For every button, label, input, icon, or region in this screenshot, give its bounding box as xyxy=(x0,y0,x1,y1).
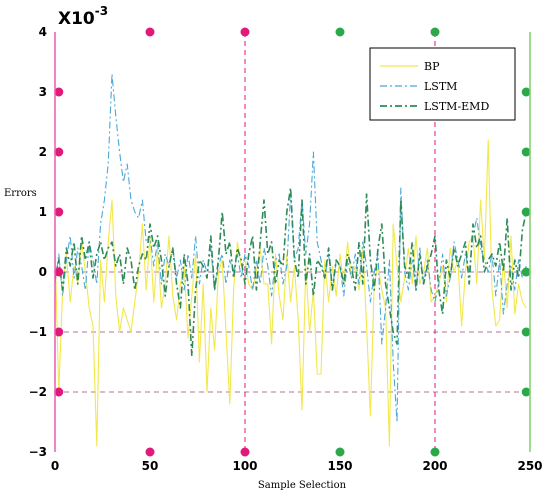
axis-exponent: X10-3 xyxy=(58,4,108,29)
plot-frame xyxy=(54,31,531,453)
y-tick-label: −1 xyxy=(29,325,47,339)
axis-marker-dot xyxy=(521,327,531,337)
x-tick-label: 100 xyxy=(232,459,257,473)
y-tick-label: 4 xyxy=(39,25,47,39)
tick-labels: 0 50 100 150 200 250 −3 −2 −1 0 1 2 3 4 xyxy=(29,25,543,473)
legend-entry-label: LSTM xyxy=(424,80,457,93)
y-tick-label: −2 xyxy=(29,385,47,399)
legend-entry-label: BP xyxy=(424,60,440,73)
series-lines xyxy=(54,73,527,447)
axis-marker-dot xyxy=(54,267,64,277)
series-line-bp xyxy=(54,139,527,447)
y-tick-label: −3 xyxy=(29,445,47,459)
axis-exponent-base: X10 xyxy=(58,9,95,29)
axis-exponent-power: -3 xyxy=(95,4,108,18)
y-tick-label: 1 xyxy=(39,205,47,219)
x-tick-label: 200 xyxy=(422,459,447,473)
series-line-lstm xyxy=(54,73,527,423)
x-tick-label: 150 xyxy=(327,459,352,473)
axis-marker-dot xyxy=(521,387,531,397)
axis-marker-dot xyxy=(521,267,531,277)
x-tick-label: 0 xyxy=(51,459,59,473)
x-tick-label: 50 xyxy=(142,459,159,473)
y-tick-label: 3 xyxy=(39,85,47,99)
axis-marker-dot xyxy=(54,387,64,397)
x-axis-label: Sample Selection xyxy=(258,480,347,491)
axis-marker-dot xyxy=(54,87,64,97)
y-tick-label: 2 xyxy=(39,145,47,159)
reference-lines xyxy=(55,32,530,452)
axis-marker-dot xyxy=(54,327,64,337)
legend-box xyxy=(369,47,516,121)
legend-entry-label: LSTM-EMD xyxy=(424,100,489,113)
series-line-lstm-emd xyxy=(54,187,527,357)
x-tick-label: 250 xyxy=(517,459,542,473)
y-tick-label: 0 xyxy=(39,265,47,279)
axis-marker-dot xyxy=(54,147,64,157)
legend: BP LSTM LSTM-EMD xyxy=(369,47,516,121)
y-axis-label: Errors xyxy=(4,188,37,199)
axis-marker-dot xyxy=(521,147,531,157)
axis-marker-dot xyxy=(521,207,531,217)
axis-marker-dot xyxy=(521,87,531,97)
axis-marker-dot xyxy=(54,207,64,217)
